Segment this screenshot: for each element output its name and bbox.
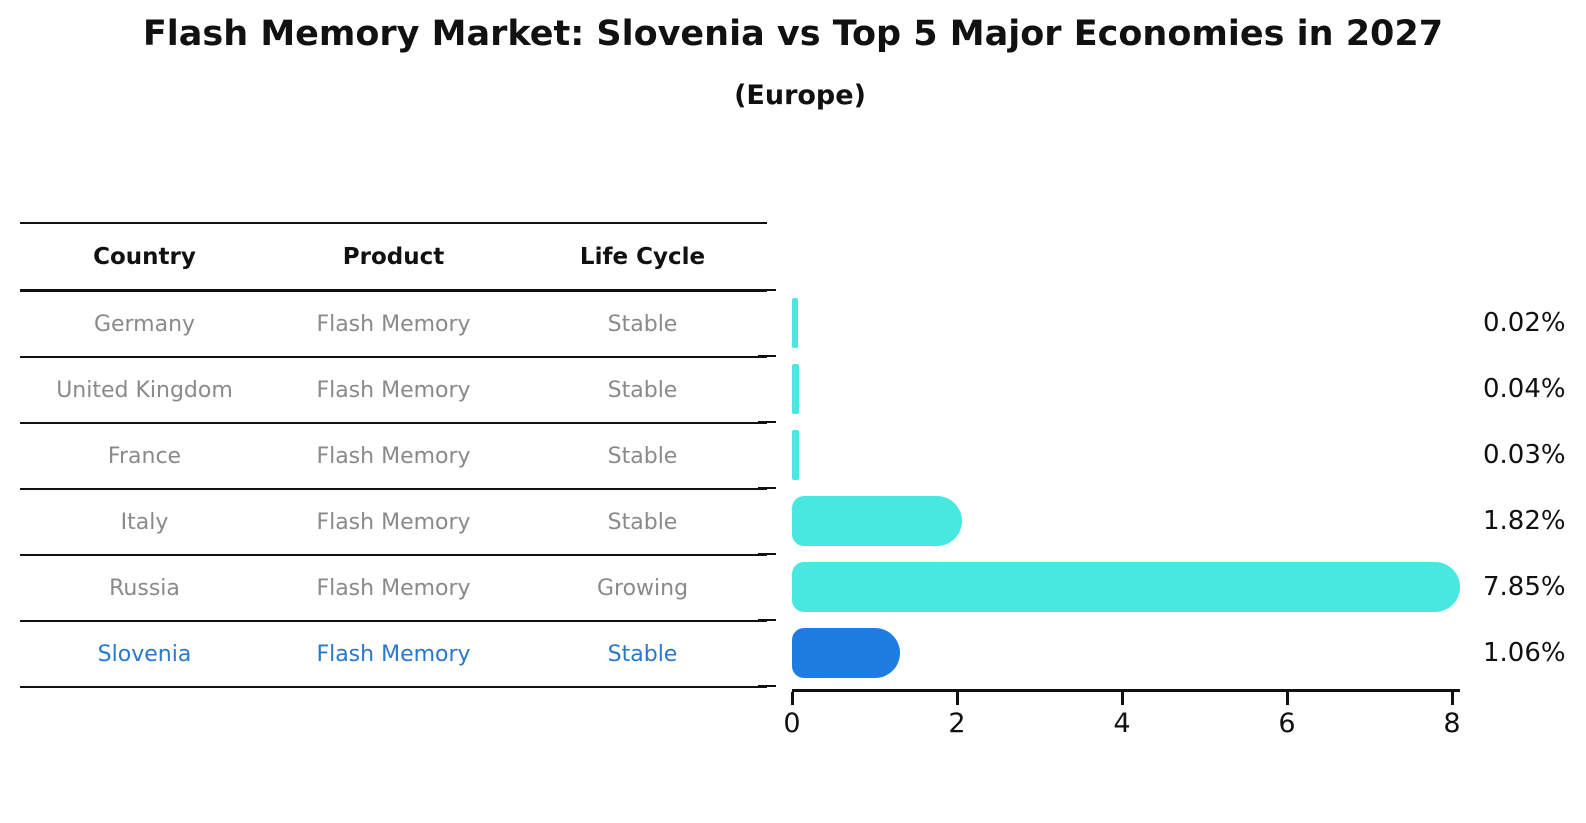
column-header-product: Product	[342, 243, 445, 270]
value-label-slovenia: 1.06%	[1483, 638, 1566, 668]
cell-product: Flash Memory	[316, 509, 471, 535]
cell-life-cycle: Growing	[596, 575, 689, 601]
x-tick-2	[956, 692, 959, 705]
value-label-france: 0.03%	[1483, 440, 1566, 470]
cell-life-cycle: Stable	[607, 443, 678, 469]
cell-life-cycle: Stable	[607, 311, 678, 337]
y-tick	[758, 289, 776, 291]
cell-product: Flash Memory	[316, 377, 471, 403]
bar-row-germany	[792, 290, 1460, 356]
cell-country: Russia	[109, 575, 180, 601]
y-tick	[758, 553, 776, 555]
value-label-united-kingdom: 0.04%	[1483, 374, 1566, 404]
cell-life-cycle: Stable	[607, 377, 678, 403]
bar-germany	[792, 298, 798, 348]
y-tick	[758, 487, 776, 489]
bar-row-italy	[792, 488, 1460, 554]
x-tick-label-0: 0	[783, 708, 801, 739]
legend-table: Country Product Life Cycle Germany Flash …	[20, 222, 767, 688]
x-tick-0	[791, 692, 794, 705]
bar-slovenia	[792, 628, 900, 678]
cell-country: Italy	[120, 509, 169, 535]
x-tick-label-6: 6	[1278, 708, 1296, 739]
plot-area: 0 2 4 6 8	[758, 289, 1461, 739]
cell-country: France	[107, 443, 182, 469]
x-tick-label-2: 2	[948, 708, 966, 739]
x-axis-line	[792, 689, 1460, 692]
bar-france	[792, 430, 799, 480]
x-tick-4	[1121, 692, 1124, 705]
y-tick	[758, 421, 776, 423]
bar-italy	[792, 496, 963, 546]
y-tick	[758, 685, 776, 687]
bar-row-slovenia	[792, 620, 1460, 686]
table-row-russia: Russia Flash Memory Growing	[20, 556, 767, 622]
x-tick-8	[1451, 692, 1454, 705]
table-row-germany: Germany Flash Memory Stable	[20, 292, 767, 358]
value-label-italy: 1.82%	[1483, 506, 1566, 536]
cell-product: Flash Memory	[316, 443, 471, 469]
chart-subtitle: (Europe)	[734, 80, 866, 111]
bar-row-france	[792, 422, 1460, 488]
x-tick-label-8: 8	[1443, 708, 1461, 739]
x-tick-label-4: 4	[1113, 708, 1131, 739]
cell-product: Flash Memory	[316, 311, 471, 337]
cell-country: Slovenia	[97, 641, 192, 667]
cell-product: Flash Memory	[316, 641, 471, 667]
value-label-germany: 0.02%	[1483, 308, 1566, 338]
bar-row-russia	[792, 554, 1460, 620]
table-row-united-kingdom: United Kingdom Flash Memory Stable	[20, 358, 767, 424]
cell-product: Flash Memory	[316, 575, 471, 601]
table-row-italy: Italy Flash Memory Stable	[20, 490, 767, 556]
bar-united-kingdom	[792, 364, 800, 414]
cell-life-cycle: Stable	[607, 641, 678, 667]
column-header-life-cycle: Life Cycle	[579, 243, 706, 270]
table-body: Germany Flash Memory Stable United Kingdom F…	[20, 292, 767, 688]
cell-country: United Kingdom	[56, 377, 233, 403]
table-row-slovenia: Slovenia Flash Memory Stable	[20, 622, 767, 688]
value-label-russia: 7.85%	[1483, 572, 1566, 602]
x-tick-6	[1286, 692, 1289, 705]
cell-life-cycle: Stable	[607, 509, 678, 535]
y-tick	[758, 355, 776, 357]
column-header-country: Country	[93, 243, 196, 270]
cell-country: Germany	[93, 311, 196, 337]
chart-title: Flash Memory Market: Slovenia vs Top 5 M…	[142, 14, 1444, 54]
bar-russia	[792, 562, 1460, 612]
table-row-france: France Flash Memory Stable	[20, 424, 767, 490]
table-header-row: Country Product Life Cycle	[20, 224, 767, 292]
bar-row-united-kingdom	[792, 356, 1460, 422]
y-tick	[758, 619, 776, 621]
